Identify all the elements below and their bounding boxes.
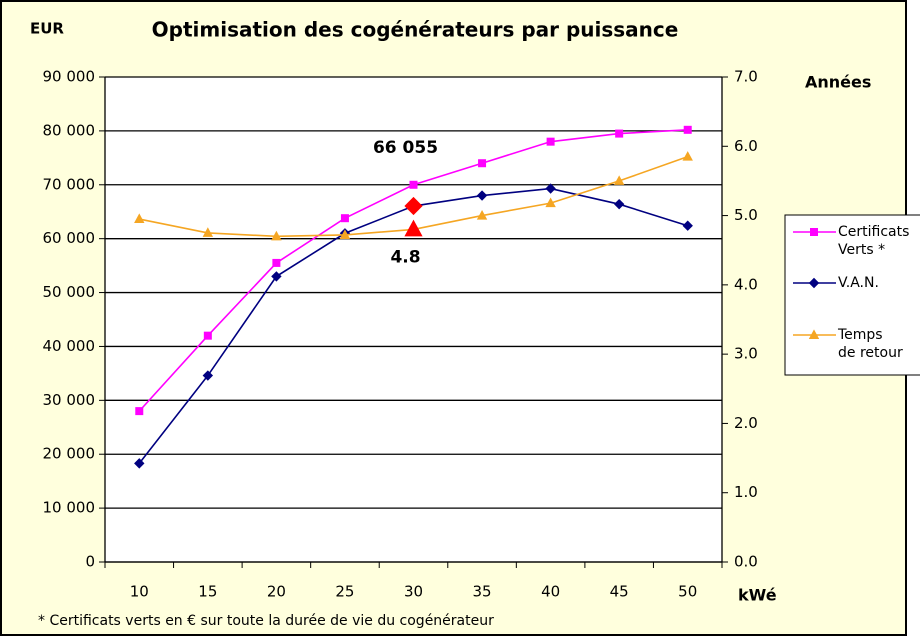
point: [682, 151, 693, 161]
data-label: 66 055: [373, 138, 438, 158]
point: [340, 214, 349, 223]
point: [476, 190, 488, 201]
y-tick-label: 50 000: [43, 283, 96, 301]
point: [615, 129, 624, 138]
point: [613, 198, 625, 210]
point: [476, 209, 488, 220]
x-tick-label: 25: [335, 583, 354, 601]
x-tick-label: 30: [404, 583, 423, 601]
y-tick-label: 10 000: [43, 499, 96, 517]
y2-tick-label: 2.0: [734, 414, 758, 432]
x-axis-label: kWé: [738, 586, 777, 605]
x-tick-label: 35: [473, 583, 492, 601]
legend-label: V.A.N.: [838, 275, 879, 291]
point: [271, 230, 282, 241]
legend-box: [784, 214, 920, 376]
point: [271, 271, 282, 282]
plot-area: [105, 77, 722, 562]
y-axis-label: EUR: [30, 20, 64, 38]
y-tick-label: 60 000: [43, 229, 96, 247]
footnote: * Certificats verts en € sur toute la du…: [38, 613, 494, 629]
point: [545, 183, 556, 194]
y-tick-label: 0: [85, 553, 95, 571]
point: [545, 197, 556, 208]
point: [203, 331, 212, 340]
legend-marker: [810, 228, 818, 236]
y2-tick-label: 4.0: [734, 275, 758, 293]
x-tick-label: 10: [130, 583, 149, 601]
point: [135, 407, 144, 416]
point: [409, 180, 418, 189]
point: [404, 219, 423, 237]
point: [683, 125, 692, 134]
x-tick-label: 20: [267, 583, 286, 601]
y2-tick-label: 3.0: [734, 345, 758, 363]
y-tick-label: 90 000: [43, 68, 96, 86]
legend-marker: [808, 329, 820, 339]
y-tick-label: 20 000: [43, 445, 96, 463]
legend-marker: [808, 277, 820, 289]
x-tick-label: 15: [198, 583, 217, 601]
point: [134, 213, 145, 224]
data-label: 4.8: [390, 247, 420, 267]
point: [134, 458, 145, 469]
legend-label: Certificats Verts *: [838, 224, 909, 258]
legend-label: Temps de retour: [837, 327, 903, 361]
point: [202, 227, 214, 237]
y-tick-label: 70 000: [43, 175, 96, 193]
point: [272, 258, 281, 267]
y2-tick-label: 6.0: [734, 137, 758, 155]
y-tick-label: 30 000: [43, 391, 96, 409]
chart-title: Optimisation des cogénérateurs par puiss…: [152, 18, 679, 42]
point: [339, 229, 351, 239]
y-tick-label: 40 000: [43, 337, 96, 355]
point: [682, 220, 693, 231]
point: [478, 159, 487, 168]
point: [546, 137, 555, 146]
y2-tick-label: 0.0: [734, 553, 758, 571]
x-tick-label: 40: [541, 583, 560, 601]
y-tick-label: 80 000: [43, 121, 96, 139]
x-tick-label: 45: [610, 583, 629, 601]
y2-tick-label: 5.0: [734, 206, 758, 224]
y2-tick-label: 1.0: [734, 483, 758, 501]
y2-axis-label: Années: [805, 73, 871, 92]
y2-tick-label: 7.0: [734, 68, 758, 86]
point: [404, 196, 423, 216]
point: [202, 370, 214, 381]
point: [613, 175, 625, 185]
x-tick-label: 50: [678, 583, 697, 601]
